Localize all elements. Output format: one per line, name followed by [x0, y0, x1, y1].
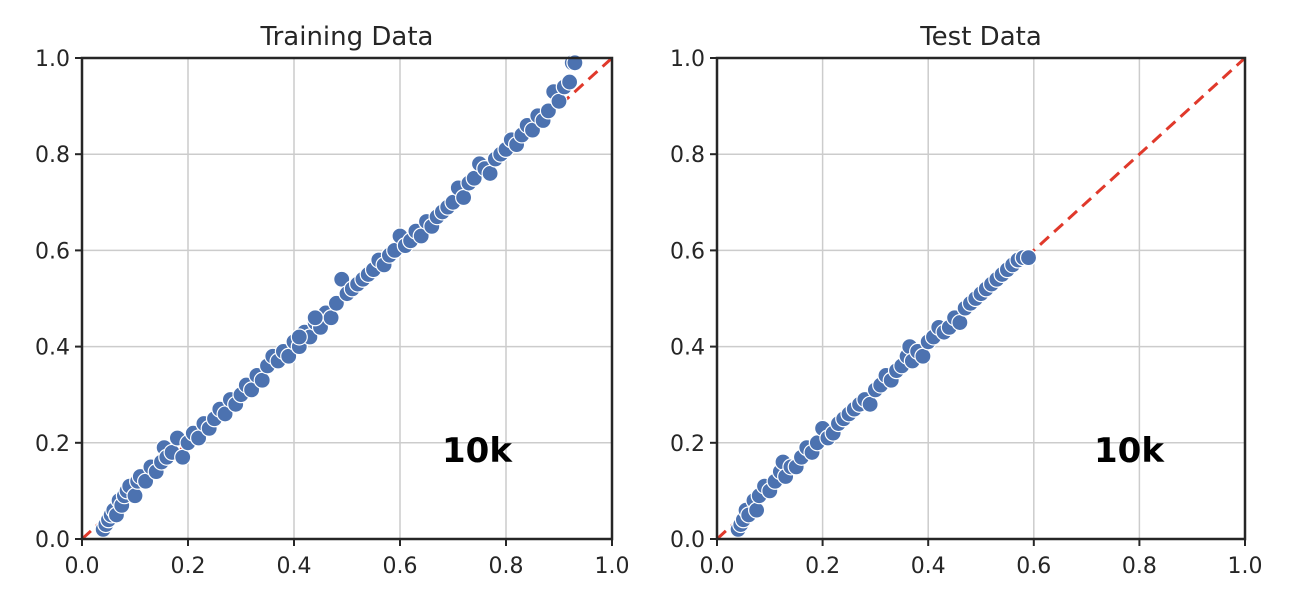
test-x-tick-label: 1.0: [1228, 554, 1263, 579]
training-ticks: 0.0 0.2 0.4 0.6 0.8 1.0 0.0 0.2 0.4 0.6 0.8 1.0: [35, 47, 630, 579]
training-data-panel: Training Data 0.0 0.2 0.4 0.6 0.8 1.00.00.20.…: [35, 22, 630, 579]
training-y-tick-label: 0.2: [35, 432, 70, 457]
training-data-point: [290, 328, 308, 346]
training-points: [94, 54, 584, 538]
training-y-tick-label: 0.8: [35, 143, 70, 168]
training-data-point: [455, 188, 473, 207]
test-x-tick-label: 0.6: [1016, 554, 1051, 579]
training-data-point: [327, 294, 345, 312]
training-x-tick-label: 0.6: [383, 554, 418, 579]
test-data-point: [1019, 249, 1038, 267]
test-y-tick-label: 0.0: [670, 528, 705, 553]
training-data-point: [126, 487, 144, 505]
test-x-tick-label: 0.0: [700, 554, 735, 579]
test-ticks: 0.0 0.2 0.4 0.6 0.8 1.0 0.0 0.2 0.4 0.6 0.8 1.0: [670, 47, 1263, 579]
training-data-point: [550, 92, 568, 110]
training-chart-title: Training Data: [260, 22, 434, 52]
training-data-point: [481, 164, 499, 183]
training-data-point: [560, 73, 579, 91]
test-x-tick-label: 0.2: [805, 554, 840, 579]
test-x-tick-label: 0.8: [1122, 554, 1157, 579]
test-data-point: [914, 347, 932, 365]
test-data-panel: Test Data 0.0 0.2 0.4 0.6 0.8 1.0 0.0 0.2 0.4 0.6…: [670, 22, 1263, 579]
test-axes-frame: [715, 56, 1247, 541]
test-annotation: 10k: [1094, 431, 1165, 471]
training-y-tick-label: 0.0: [35, 528, 70, 553]
test-y-tick-label: 0.8: [670, 143, 705, 168]
training-annotation: 10k: [442, 431, 513, 471]
test-y-tick-label: 0.2: [670, 432, 705, 457]
training-x-tick-label: 0.8: [489, 554, 524, 579]
training-x-tick-label: 0.2: [171, 554, 206, 579]
training-y-tick-label: 1.0: [35, 47, 70, 72]
test-data-point: [951, 313, 969, 332]
training-data-point: [539, 102, 558, 120]
training-data-point: [253, 371, 271, 389]
training-x-tick-label: 0.0: [65, 554, 100, 579]
test-y-tick-label: 0.6: [670, 239, 705, 264]
test-y-tick-label: 0.4: [670, 336, 705, 361]
training-data-point: [174, 448, 192, 466]
training-x-tick-label: 1.0: [595, 554, 630, 579]
training-x-tick-label: 0.4: [277, 554, 312, 579]
test-x-tick-label: 0.4: [911, 554, 946, 579]
training-y-tick-label: 0.6: [35, 239, 70, 264]
test-points: [729, 249, 1038, 538]
test-y-tick-label: 1.0: [670, 47, 705, 72]
test-chart-title: Test Data: [919, 22, 1042, 52]
training-axes-frame: [80, 56, 614, 541]
training-data-point: [322, 309, 340, 327]
test-data-point: [747, 501, 766, 519]
training-y-tick-label: 0.4: [35, 336, 70, 361]
test-data-point: [861, 395, 879, 413]
training-data-point: [306, 309, 324, 327]
